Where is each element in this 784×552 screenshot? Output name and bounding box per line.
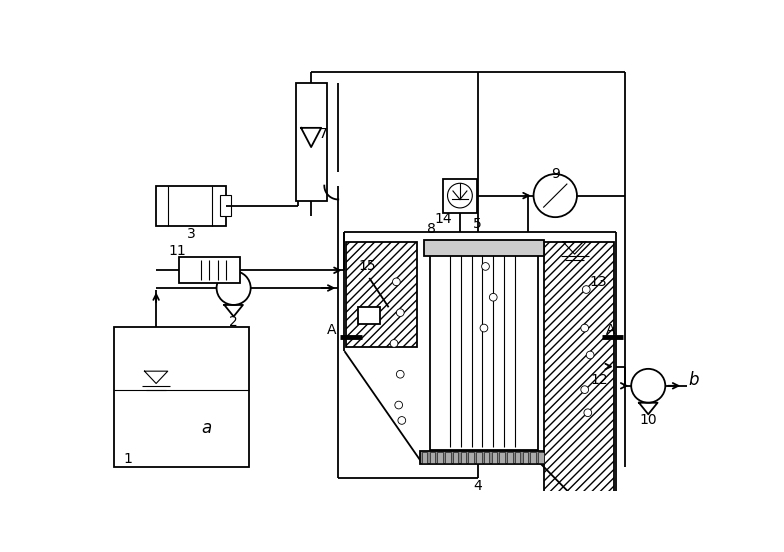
Circle shape — [489, 294, 497, 301]
Circle shape — [581, 324, 589, 332]
Bar — [358, 307, 380, 324]
Text: 9: 9 — [551, 167, 560, 181]
Circle shape — [393, 278, 401, 286]
Bar — [423, 240, 544, 256]
Bar — [538, 452, 543, 463]
Bar — [461, 452, 466, 463]
Circle shape — [397, 309, 404, 316]
Bar — [437, 452, 443, 463]
Bar — [296, 83, 327, 201]
Circle shape — [395, 401, 402, 409]
Bar — [180, 257, 240, 283]
Bar — [430, 248, 538, 450]
Text: 3: 3 — [187, 227, 195, 241]
Bar — [523, 452, 528, 463]
Text: 2: 2 — [229, 315, 238, 329]
Bar — [469, 452, 474, 463]
Bar — [443, 179, 477, 213]
Bar — [114, 326, 249, 466]
Text: A: A — [327, 322, 337, 337]
Bar — [520, 251, 537, 447]
Bar — [430, 452, 435, 463]
Circle shape — [480, 324, 488, 332]
Text: b: b — [688, 371, 699, 389]
Bar — [445, 452, 451, 463]
Circle shape — [390, 339, 398, 347]
Text: 15: 15 — [359, 259, 376, 273]
Text: A: A — [606, 322, 615, 337]
Text: 14: 14 — [434, 212, 452, 226]
Circle shape — [481, 263, 489, 270]
Bar — [531, 452, 536, 463]
Text: 11: 11 — [169, 244, 186, 258]
Circle shape — [398, 417, 405, 424]
Circle shape — [448, 183, 472, 208]
Bar — [419, 451, 543, 464]
Circle shape — [586, 351, 594, 359]
Text: a: a — [201, 419, 212, 437]
Text: 13: 13 — [589, 275, 607, 289]
Bar — [422, 452, 427, 463]
Bar — [492, 452, 497, 463]
Text: 1: 1 — [123, 452, 132, 466]
Circle shape — [216, 271, 251, 305]
Circle shape — [631, 369, 666, 403]
Text: 7: 7 — [318, 127, 327, 141]
Bar — [156, 185, 226, 226]
Bar — [476, 452, 481, 463]
Circle shape — [534, 174, 577, 217]
Bar — [346, 242, 417, 347]
Circle shape — [583, 286, 590, 294]
Circle shape — [397, 370, 404, 378]
Text: 4: 4 — [474, 479, 482, 493]
Text: 12: 12 — [590, 373, 608, 388]
Text: 10: 10 — [640, 413, 657, 427]
Circle shape — [581, 386, 589, 394]
Bar — [484, 452, 489, 463]
Text: 8: 8 — [426, 222, 436, 236]
Bar — [507, 452, 513, 463]
Bar — [220, 195, 230, 216]
Bar — [499, 452, 505, 463]
Bar — [544, 242, 614, 536]
Bar — [431, 251, 448, 447]
Bar — [453, 452, 459, 463]
Bar — [515, 452, 521, 463]
Text: 5: 5 — [474, 217, 482, 231]
Circle shape — [584, 409, 592, 417]
